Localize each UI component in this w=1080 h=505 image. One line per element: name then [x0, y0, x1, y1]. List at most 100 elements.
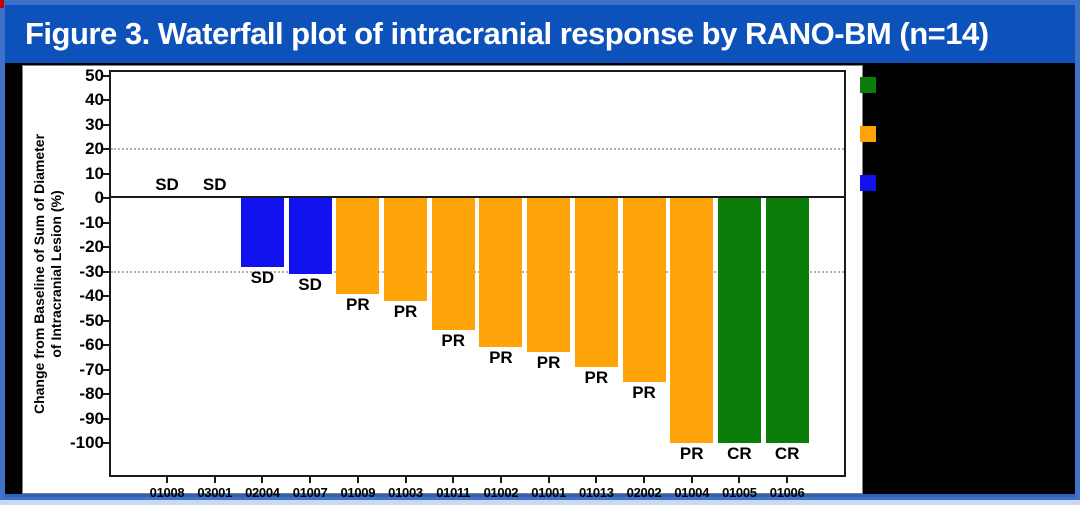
y-tick — [102, 148, 109, 150]
bar-response-label-01003: PR — [393, 301, 418, 321]
x-tick — [643, 477, 645, 483]
x-tick — [738, 477, 741, 483]
bar-01011 — [431, 198, 475, 331]
bar-response-label-02002: PR — [632, 382, 656, 402]
bar-01007 — [288, 198, 332, 274]
x-tick — [499, 477, 502, 483]
bar-response-label-01011: PR — [441, 331, 465, 351]
x-tick-label-01006: 01006 — [769, 485, 805, 500]
x-tick-label-03001: 03001 — [197, 485, 233, 500]
y-tick-label: -60 — [79, 335, 104, 354]
bar-response-label-01002: PR — [489, 348, 513, 368]
x-tick-label-01001: 01001 — [531, 485, 566, 500]
y-tick — [102, 295, 109, 297]
dotted-gridline — [111, 270, 844, 273]
y-tick-label: -40 — [79, 286, 104, 305]
x-tick-label-02002: 02002 — [626, 485, 662, 500]
corner-artifact — [0, 0, 4, 8]
x-tick-label-01007: 01007 — [292, 485, 328, 500]
x-tick-label-02004: 02004 — [245, 485, 280, 500]
x-tick-label-01008: 01008 — [149, 485, 185, 500]
x-tick — [261, 477, 264, 483]
y-tick — [102, 270, 109, 273]
x-tick-label-01003: 01003 — [388, 485, 423, 500]
slide: Figure 3. Waterfall plot of intracranial… — [5, 5, 1075, 500]
y-tick-label: 10 — [85, 163, 104, 183]
y-tick-label: 30 — [85, 114, 104, 134]
chart-panel: Change from Baseline of Sum of Diameter … — [22, 65, 863, 500]
y-tick-label: -20 — [79, 237, 104, 256]
x-tick — [595, 477, 598, 483]
x-tick-label-01011: 01011 — [436, 485, 471, 500]
bar-01013 — [574, 198, 618, 368]
plot-area: SD SD SD SD PR PR PR PR PR PR PR PR CR CR — [109, 70, 846, 477]
bar-01006 — [765, 198, 809, 443]
y-tick — [102, 417, 109, 420]
y-tick-label: -80 — [79, 384, 104, 403]
y-tick-label: -70 — [79, 359, 104, 379]
zero-line — [111, 196, 844, 198]
figure-title: Figure 3. Waterfall plot of intracranial… — [5, 5, 1075, 63]
y-tick — [102, 123, 109, 126]
y-tick — [102, 246, 109, 248]
bar-01005 — [717, 198, 761, 443]
bar-01002 — [479, 198, 523, 348]
y-tick-label: -90 — [79, 408, 104, 428]
y-tick — [102, 197, 109, 199]
x-tick — [166, 477, 168, 483]
x-tick-label-01013: 01013 — [578, 485, 614, 500]
x-tick — [547, 477, 550, 483]
bar-02002 — [622, 198, 666, 382]
dotted-gridline — [111, 148, 844, 150]
y-tick-label: 40 — [85, 90, 104, 109]
y-tick-label: 50 — [85, 65, 104, 85]
bar-01001 — [527, 198, 571, 353]
bar-01009 — [336, 198, 380, 294]
x-tick-label-01005: 01005 — [722, 485, 757, 500]
y-tick — [102, 393, 109, 395]
y-tick-label: -30 — [79, 261, 104, 281]
x-tick — [356, 477, 359, 483]
bar-response-label-01006: CR — [774, 444, 800, 463]
bar-response-label-02004: SD — [250, 267, 275, 287]
y-tick-label: -50 — [79, 310, 104, 330]
bar-response-label-01009: PR — [345, 294, 370, 314]
slide-content: Change from Baseline of Sum of Diameter … — [5, 63, 1075, 500]
y-tick-label: 20 — [85, 139, 104, 158]
bar-response-label-01008: SD — [155, 175, 179, 194]
x-tick — [690, 477, 693, 483]
y-tick — [102, 172, 109, 175]
bar-response-label-01004: PR — [679, 444, 704, 463]
y-tick — [102, 99, 109, 101]
bar-response-label-01013: PR — [584, 368, 609, 388]
bar-response-label-03001: SD — [202, 175, 227, 194]
bar-response-label-01007: SD — [298, 274, 322, 294]
y-tick — [102, 344, 109, 346]
x-tick — [786, 477, 789, 483]
x-tick — [309, 477, 312, 483]
legend-swatch-sd — [860, 175, 876, 191]
x-tick — [213, 477, 216, 483]
legend-swatch-cr — [860, 77, 876, 93]
y-tick-label: -100 — [69, 433, 104, 452]
bar-response-label-01005: CR — [727, 444, 752, 463]
bar-01003 — [384, 198, 427, 301]
y-tick — [102, 442, 109, 444]
x-tick-label-01002: 01002 — [483, 485, 519, 500]
x-tick — [404, 477, 407, 483]
y-axis-title-line1: Change from Baseline of Sum of Diameter — [31, 133, 47, 415]
bar-01004 — [670, 198, 714, 443]
x-tick-label-01009: 01009 — [340, 485, 376, 500]
y-tick-label: 0 — [94, 188, 104, 207]
y-tick — [102, 319, 109, 322]
legend-swatch-pr — [860, 126, 876, 142]
y-tick — [102, 221, 109, 224]
bar-response-label-01001: PR — [536, 353, 561, 373]
y-tick — [102, 74, 109, 77]
x-tick — [452, 477, 455, 483]
bar-02004 — [240, 198, 284, 267]
x-tick-label-01004: 01004 — [674, 485, 710, 500]
y-tick-label: -10 — [79, 212, 104, 232]
y-tick — [102, 368, 109, 371]
